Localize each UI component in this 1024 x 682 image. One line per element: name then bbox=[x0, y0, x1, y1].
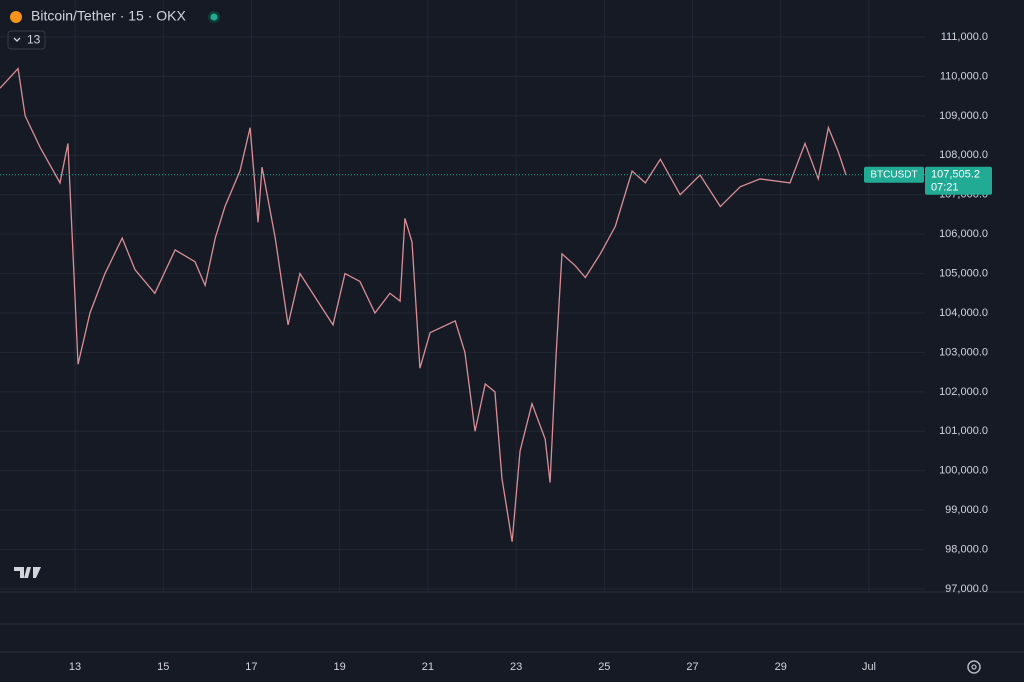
y-tick-label: 110,000.0 bbox=[940, 70, 988, 82]
y-tick-label: 97,000.0 bbox=[945, 583, 988, 595]
plot bbox=[0, 67, 847, 542]
x-tick-label: 17 bbox=[245, 661, 257, 673]
y-tick-label: 106,000.0 bbox=[939, 228, 988, 240]
y-tick-label: 104,000.0 bbox=[939, 307, 988, 319]
settings-icon[interactable] bbox=[967, 660, 981, 674]
indicator-count: 13 bbox=[27, 33, 41, 47]
indicator-toggle[interactable] bbox=[7, 30, 46, 50]
x-tick-label: 21 bbox=[422, 661, 434, 673]
x-tick-label: 27 bbox=[686, 661, 698, 673]
x-tick-label: 29 bbox=[775, 661, 787, 673]
symbol-icon bbox=[10, 11, 22, 23]
y-tick-label: 102,000.0 bbox=[939, 386, 988, 398]
y-tick-label: 109,000.0 bbox=[939, 110, 988, 122]
symbol-tag-label: BTCUSDT bbox=[870, 169, 917, 180]
chart-title: Bitcoin/Tether · 15 · OKX bbox=[31, 8, 187, 24]
x-tick-label: 15 bbox=[157, 661, 169, 673]
y-tick-label: 100,000.0 bbox=[939, 465, 988, 477]
price-tag-label: 107,505.2 bbox=[931, 169, 980, 181]
x-tick-label: Jul bbox=[862, 661, 876, 673]
y-tick-label: 108,000.0 bbox=[939, 149, 988, 161]
y-tick-label: 99,000.0 bbox=[945, 504, 988, 516]
x-tick-label: 25 bbox=[598, 661, 610, 673]
y-tick-label: 101,000.0 bbox=[939, 425, 988, 437]
x-tick-label: 13 bbox=[69, 661, 81, 673]
y-tick-label: 111,000.0 bbox=[941, 31, 988, 43]
chevron-icon bbox=[13, 37, 21, 42]
logo bbox=[14, 567, 41, 578]
grid bbox=[0, 0, 925, 592]
y-tick-label: 98,000.0 bbox=[945, 543, 988, 555]
y-tick-label: 103,000.0 bbox=[939, 346, 988, 358]
status-dot bbox=[210, 13, 218, 21]
countdown-label: 07:21 bbox=[931, 182, 959, 194]
x-tick-label: 19 bbox=[334, 661, 346, 673]
price-line bbox=[0, 67, 847, 542]
x-tick-label: 23 bbox=[510, 661, 522, 673]
y-tick-label: 105,000.0 bbox=[939, 267, 988, 279]
price-tag bbox=[925, 166, 992, 195]
symbol-tag bbox=[864, 166, 924, 183]
